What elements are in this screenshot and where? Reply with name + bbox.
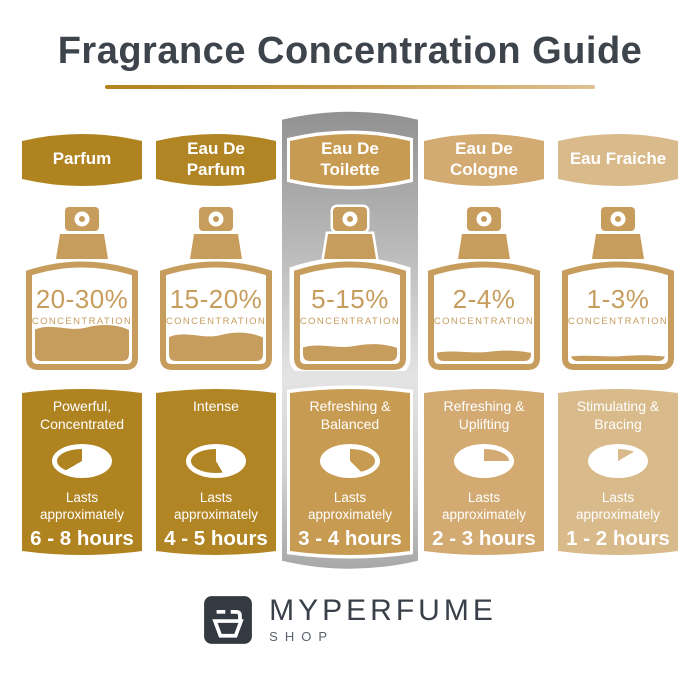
character-traits: Intense [193, 397, 239, 414]
fragrance-type-badge: Parfum [19, 129, 145, 191]
badge-shape [22, 133, 142, 186]
clock-face [325, 448, 375, 473]
concentration-caption: CONCENTRATION [166, 316, 266, 327]
nozzle-dot [615, 215, 621, 222]
card-content: Powerful, Concentrated Lasts approximate… [19, 383, 145, 561]
nozzle-dot [79, 215, 85, 222]
fragrance-type-badge: Eau De Parfum [153, 129, 279, 191]
character-traits: Refreshing & Uplifting [443, 397, 525, 432]
bottle-body [428, 261, 540, 370]
character-traits: Refreshing & Balanced [309, 397, 391, 432]
concentration-range: 15-20% [170, 284, 263, 314]
concentration-caption: CONCENTRATION [32, 316, 132, 327]
header: Fragrance Concentration Guide [0, 0, 700, 89]
bottle-neck [324, 233, 376, 259]
lasts-label: Lasts approximately [441, 489, 527, 522]
perfume-bottle-icon: 5-15% CONCENTRATION [289, 204, 411, 371]
liquid-fill [35, 324, 129, 361]
badge-shape [156, 133, 276, 186]
concentration-caption: CONCENTRATION [568, 316, 668, 327]
lasts-label: Lasts approximately [307, 489, 393, 522]
clock-icon [588, 443, 648, 478]
concentration-range: 1-3% [587, 284, 650, 314]
clock-icon [320, 443, 380, 478]
info-card: Intense Lasts approximately 4 - 5 hours [153, 383, 279, 561]
bottle-body [562, 261, 674, 370]
title-underline [105, 84, 595, 89]
fragrance-column: Eau De Cologne 2-4% CONCENTRATION Re [421, 129, 547, 561]
card-content: Intense Lasts approximately 4 - 5 hours [153, 383, 279, 561]
fragrance-type-badge: Eau De Toilette [287, 129, 413, 191]
fragrance-type-label: Eau De Parfum [186, 138, 246, 179]
duration-hours: 3 - 4 hours [298, 526, 402, 550]
duration-hours: 1 - 2 hours [566, 526, 670, 550]
bottle-body [294, 261, 406, 370]
fragrance-type-label: Eau De Cologne [450, 138, 518, 179]
badge-shape [424, 133, 544, 186]
nozzle-dot [347, 215, 353, 222]
page-title: Fragrance Concentration Guide [57, 30, 643, 72]
clock-icon [186, 443, 246, 478]
character-traits: Powerful, Concentrated [39, 397, 125, 432]
brand-text: MYPERFUME SHOP [269, 595, 497, 645]
info-card: Powerful, Concentrated Lasts approximate… [19, 383, 145, 561]
concentration-range: 20-30% [36, 284, 129, 314]
concentration-caption: CONCENTRATION [434, 316, 534, 327]
lasts-label: Lasts approximately [173, 489, 259, 522]
fragrance-type-label: Parfum [52, 149, 112, 169]
clock-face [593, 448, 643, 473]
fragrance-type-badge: Eau De Cologne [421, 129, 547, 191]
fragrance-column: Eau De Toilette 5-15% CONCENTRATION [287, 129, 413, 561]
character-traits: Stimulating & Bracing [576, 397, 660, 432]
card-content: Stimulating & Bracing Lasts approximatel… [555, 383, 681, 561]
bottle-neck [592, 233, 644, 259]
clock-face [57, 448, 107, 473]
liquid-fill [169, 332, 263, 361]
duration-hours: 4 - 5 hours [164, 526, 268, 550]
bottle-neck [458, 233, 510, 259]
perfume-bottle-icon: 2-4% CONCENTRATION [428, 206, 540, 370]
nozzle-dot [481, 215, 487, 222]
perfume-bottle-icon: 20-30% CONCENTRATION [26, 206, 138, 370]
columns-container: Parfum 20-30% CONCENTRATION Powerful [19, 129, 681, 561]
lasts-label: Lasts approximately [575, 489, 661, 522]
duration-hours: 2 - 3 hours [432, 526, 536, 550]
info-card: Stimulating & Bracing Lasts approximatel… [555, 383, 681, 561]
bottle-neck [56, 233, 108, 259]
fragrance-type-label: Eau Fraiche [569, 149, 667, 169]
lasts-label: Lasts approximately [39, 489, 125, 522]
info-card: Refreshing & Balanced Lasts approximatel… [287, 383, 413, 561]
fragrance-column: Eau De Parfum 15-20% CONCENTRATION I [153, 129, 279, 561]
card-content: Refreshing & Uplifting Lasts approximate… [421, 383, 547, 561]
liquid-fill [303, 343, 397, 361]
clock-face [459, 448, 509, 473]
bottle-neck [190, 233, 242, 259]
brand-subtitle: SHOP [269, 629, 334, 645]
concentration-range: 5-15% [311, 284, 389, 314]
liquid-fill [437, 350, 531, 361]
clock-icon [454, 443, 514, 478]
concentration-caption: CONCENTRATION [300, 316, 400, 327]
concentration-range: 2-4% [453, 284, 516, 314]
brand-name: MYPERFUME [269, 593, 497, 627]
badge-shape [558, 133, 678, 186]
fragrance-type-label: Eau De Toilette [320, 138, 380, 179]
fragrance-column: Parfum 20-30% CONCENTRATION Powerful [19, 129, 145, 561]
fragrance-type-badge: Eau Fraiche [555, 129, 681, 191]
perfume-shop-logo-icon [204, 595, 253, 644]
liquid-fill [571, 353, 665, 361]
perfume-bottle-icon: 1-3% CONCENTRATION [562, 206, 674, 370]
clock-icon [52, 443, 112, 478]
brand-footer: MYPERFUME SHOP [0, 595, 700, 645]
fragrance-column: Eau Fraiche 1-3% CONCENTRATION Stimu [555, 129, 681, 561]
card-content: Refreshing & Balanced Lasts approximatel… [287, 383, 413, 561]
duration-hours: 6 - 8 hours [30, 526, 134, 550]
info-card: Refreshing & Uplifting Lasts approximate… [421, 383, 547, 561]
perfume-bottle-icon: 15-20% CONCENTRATION [160, 206, 272, 370]
badge-shape [287, 130, 413, 190]
clock-face [191, 448, 241, 473]
nozzle-dot [213, 215, 219, 222]
